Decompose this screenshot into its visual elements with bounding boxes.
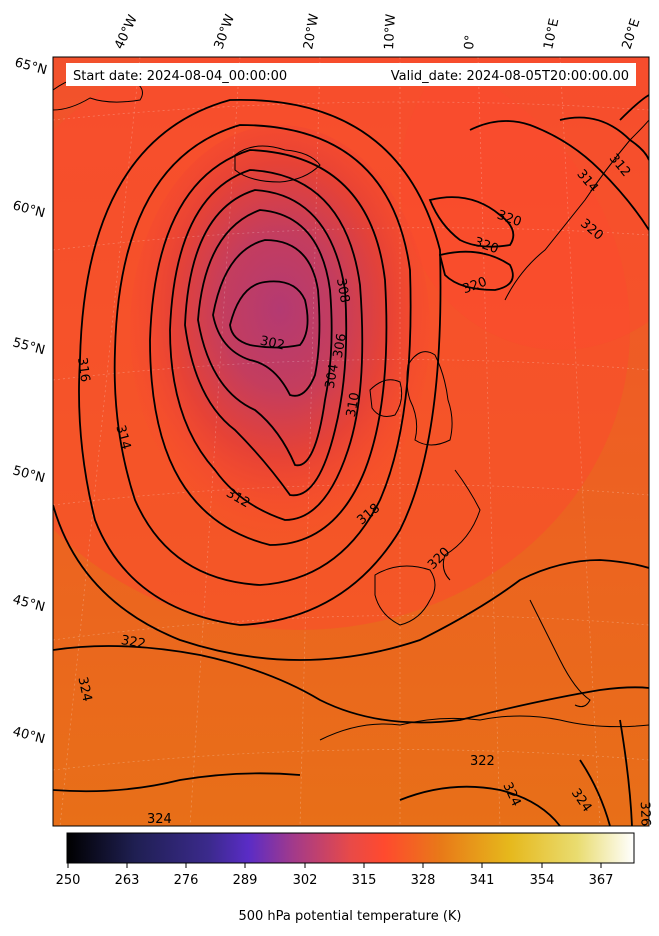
start-date-label: Start date: 2024-08-04_00:00:00 bbox=[73, 69, 287, 84]
contour-label: 322 bbox=[120, 633, 147, 652]
colorbar-tick-label: 315 bbox=[352, 873, 377, 888]
contour-labels: 302 304 306 308 310 312 312 314 314 316 … bbox=[74, 151, 653, 827]
latitude-labels: 65°N 60°N 55°N 50°N 45°N 40°N bbox=[11, 55, 49, 747]
lon-label: 10°E bbox=[541, 17, 562, 51]
longitude-labels: 40°W 30°W 20°W 10°W 0° 10°E 20°E bbox=[112, 12, 643, 51]
contour-label: 322 bbox=[470, 754, 495, 769]
colorbar: 250 263 276 289 302 315 328 341 354 367 … bbox=[56, 832, 635, 924]
lon-label: 30°W bbox=[212, 12, 238, 51]
lat-label: 40°N bbox=[11, 724, 47, 747]
contour-label: 306 bbox=[331, 332, 350, 359]
norway-coast bbox=[504, 119, 649, 301]
date-header-background bbox=[66, 63, 636, 86]
valid-date-label: Valid_date: 2024-08-05T20:00:00.00 bbox=[391, 69, 629, 84]
lat-label: 55°N bbox=[11, 335, 47, 358]
colorbar-tick-label: 289 bbox=[233, 873, 258, 888]
colorbar-tick-label: 302 bbox=[293, 873, 318, 888]
italy-coast bbox=[529, 599, 591, 708]
colorbar-tick-label: 263 bbox=[115, 873, 140, 888]
lon-label: 20°E bbox=[620, 17, 644, 51]
cut-off-low-core bbox=[130, 125, 430, 535]
map-panel bbox=[52, 56, 650, 827]
contour-label: 308 bbox=[333, 277, 352, 304]
contour-label: 316 bbox=[74, 357, 92, 384]
iberia-coast bbox=[374, 565, 436, 626]
coastlines bbox=[53, 73, 649, 741]
colorbar-tick-label: 367 bbox=[589, 873, 614, 888]
contour-label: 326 bbox=[637, 801, 653, 826]
lon-label: 40°W bbox=[112, 13, 141, 52]
iceland-coast bbox=[234, 145, 321, 183]
colorbar-tick-label: 341 bbox=[470, 873, 495, 888]
contour-label: 304 bbox=[323, 363, 342, 390]
graticule bbox=[53, 57, 649, 826]
lon-label: 10°W bbox=[382, 13, 399, 50]
lat-label: 45°N bbox=[11, 592, 47, 615]
contour-label: 314 bbox=[112, 423, 133, 451]
france-coast bbox=[442, 469, 481, 581]
lon-label: 20°W bbox=[301, 13, 322, 51]
date-header: Start date: 2024-08-04_00:00:00 Valid_da… bbox=[66, 63, 636, 86]
lat-label: 60°N bbox=[11, 198, 47, 221]
contour-label: 324 bbox=[75, 676, 95, 703]
colorbar-tick-label: 250 bbox=[56, 873, 81, 888]
contour-label: 302 bbox=[259, 334, 286, 354]
colorbar-tick-label: 354 bbox=[530, 873, 555, 888]
colorbar-tick-labels: 250 263 276 289 302 315 328 341 354 367 bbox=[56, 873, 614, 888]
north-africa-coast bbox=[319, 715, 649, 741]
colorbar-gradient bbox=[66, 832, 635, 864]
contour-label: 310 bbox=[344, 391, 363, 418]
lat-label: 65°N bbox=[13, 55, 49, 78]
lon-label: 0° bbox=[462, 34, 478, 50]
theta-contours bbox=[53, 94, 649, 826]
britain-coast bbox=[406, 351, 453, 446]
map-frame bbox=[52, 56, 650, 827]
northeast-warm-patch bbox=[400, 57, 649, 350]
lat-label: 50°N bbox=[11, 463, 47, 486]
contour-label: 324 bbox=[147, 812, 172, 827]
colorbar-tick-label: 276 bbox=[174, 873, 199, 888]
colorbar-tick-label: 328 bbox=[411, 873, 436, 888]
colorbar-ticks bbox=[67, 863, 602, 868]
colorbar-label: 500 hPa potential temperature (K) bbox=[238, 909, 461, 924]
